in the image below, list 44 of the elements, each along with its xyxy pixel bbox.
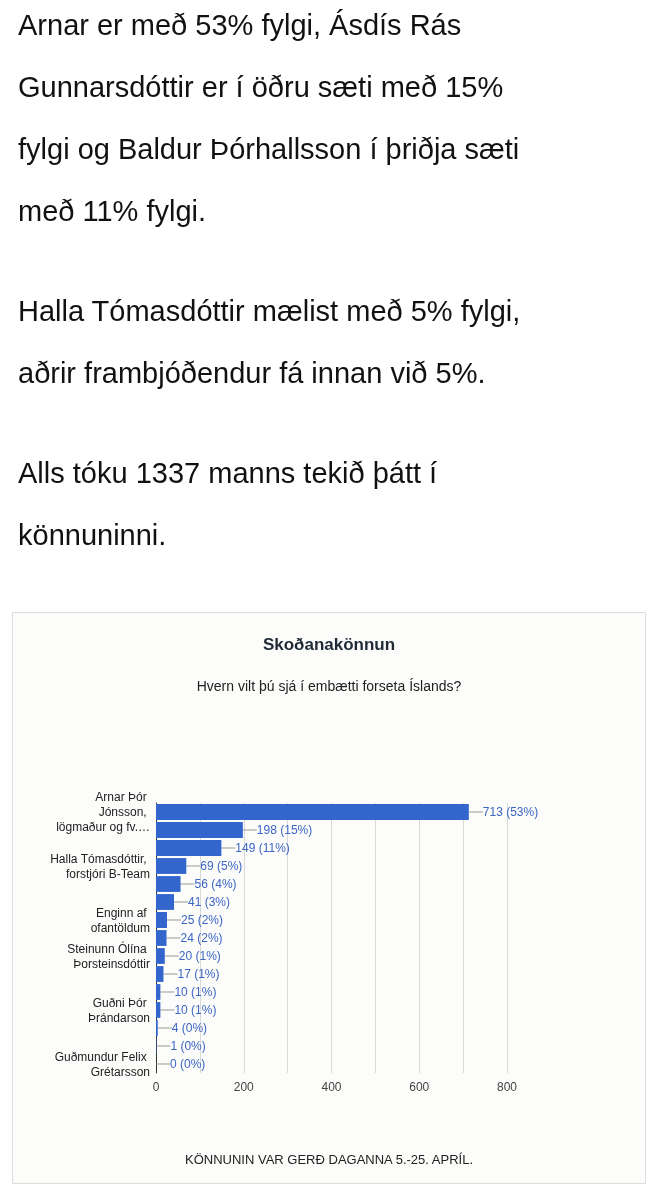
bar (156, 984, 161, 1000)
bar (156, 930, 167, 946)
x-tick-label: 0 (152, 1080, 160, 1094)
y-tick-label: Steinunn Ólína Þorsteinsdóttir (67, 940, 150, 971)
y-tick-label: Arnar Þór Jónsson, lögmaður og fv.… (56, 790, 150, 834)
x-tick-label: 200 (233, 1080, 255, 1094)
x-tick-label: 400 (321, 1080, 342, 1094)
data-label: 10 (1%) (174, 1003, 217, 1017)
data-label: 20 (1%) (178, 949, 221, 963)
bar (156, 912, 167, 928)
data-label: 4 (0%) (171, 1021, 208, 1035)
data-label: 10 (1%) (174, 985, 217, 999)
chart-subtitle: Hvern vilt þú sjá í embætti forseta Íslands? (196, 678, 462, 694)
data-label: 713 (53%) (482, 805, 539, 819)
data-label: 25 (2%) (180, 913, 223, 927)
data-label: 17 (1%) (177, 967, 220, 981)
bar (156, 876, 181, 892)
data-label: 0 (0%) (170, 1057, 206, 1071)
text: Arnar er með 53% fylgi, Ásdís Rás Gunnarsdóttir er í öðru sæti með 15% fylgi og Baldur Þórhallsson í þriðja sæti með 11% fylgi. (18, 8, 521, 229)
text: KÖNNUNIN VAR GERÐ DAGANNA 5.-25. APRÍL. (184, 1152, 474, 1167)
bar (156, 894, 174, 910)
data-label: 41 (3%) (187, 895, 231, 909)
bar (156, 948, 165, 964)
data-label: 56 (4%) (194, 877, 237, 891)
bar (156, 966, 164, 982)
text: Halla Tómasdóttir mælist með 5% fylgi, aðrir frambjóðendur fá innan við 5%. (18, 294, 522, 391)
y-tick-label: Guðmundur Felix Grétarsson (54, 1049, 150, 1079)
y-tick-label: Guðni Þór Þrándarson (87, 995, 150, 1025)
bar (156, 822, 243, 838)
x-tick-label: 800 (496, 1080, 518, 1094)
data-label: 24 (2%) (180, 931, 223, 945)
bar (156, 858, 187, 874)
data-label: 1 (0%) (170, 1039, 206, 1053)
data-label: 198 (15%) (256, 823, 313, 837)
data-label: 149 (11%) (235, 841, 290, 855)
bar (156, 840, 222, 856)
y-tick-label: Enginn af ofantöldum (90, 905, 150, 935)
bar (156, 1002, 161, 1018)
y-tick-label: Halla Tómasdóttir, forstjóri B-Team (50, 851, 150, 881)
chart-title: Skoðanakönnun (262, 635, 396, 654)
data-label: 69 (5%) (200, 859, 243, 873)
x-tick-label: 600 (409, 1080, 430, 1094)
bar (156, 804, 469, 820)
text: Alls tóku 1337 manns tekið þátt í könnuninni. (18, 456, 439, 553)
